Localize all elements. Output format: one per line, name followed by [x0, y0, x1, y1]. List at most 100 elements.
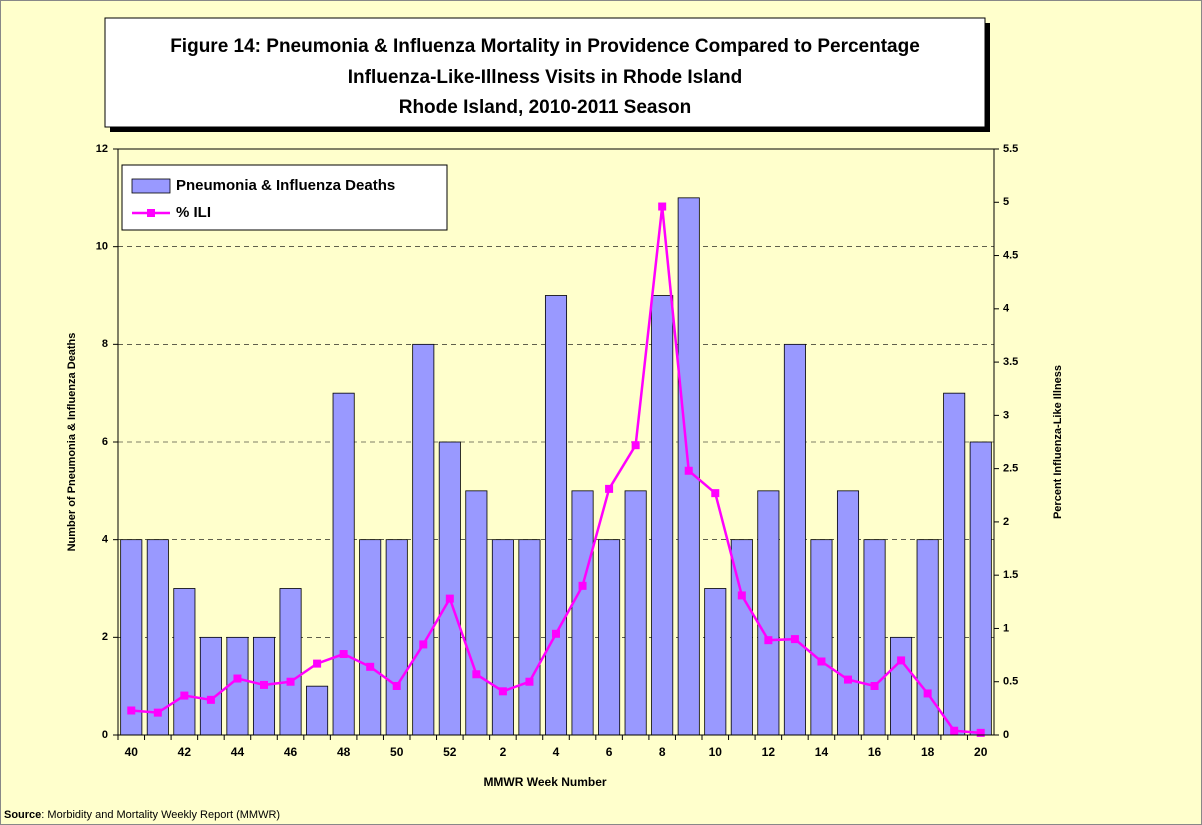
bar — [438, 441, 461, 736]
y2-tick-label: 5 — [1003, 196, 1009, 208]
bar — [544, 295, 568, 736]
x-tick-label: 8 — [659, 745, 666, 759]
y2-tick-label: 4 — [1003, 303, 1010, 315]
marker — [445, 594, 454, 603]
chart-title: Figure 14: Pneumonia & Influenza Mortali… — [170, 36, 920, 57]
bar — [783, 343, 806, 736]
bar — [173, 588, 196, 736]
title-box — [104, 17, 986, 128]
marker — [711, 489, 720, 498]
y2-tick-label: 2.5 — [1003, 463, 1018, 475]
source: Source: Morbidity and Mortality Weekly R… — [4, 809, 280, 821]
marker — [366, 662, 375, 671]
y-tick-label: 2 — [102, 631, 108, 643]
marker — [525, 677, 534, 686]
bar — [491, 539, 514, 736]
bar — [863, 539, 886, 736]
x-tick-label: 50 — [390, 745, 404, 759]
marker — [286, 677, 295, 686]
x-tick-label: 44 — [231, 745, 245, 759]
x-tick-label: 10 — [709, 745, 723, 759]
marker — [206, 695, 215, 704]
bar — [199, 636, 222, 736]
x-tick-label: 2 — [500, 745, 507, 759]
marker — [923, 689, 932, 698]
bar — [943, 392, 966, 736]
plot-border — [117, 148, 995, 736]
legend-marker — [147, 209, 155, 217]
x-tick-label: 48 — [337, 745, 351, 759]
legend-label: % ILI — [176, 204, 211, 221]
bar — [465, 490, 488, 736]
bar — [412, 343, 435, 736]
y2-tick-label: 0.5 — [1003, 676, 1018, 688]
bar — [226, 636, 249, 736]
y2-tick-label: 4.5 — [1003, 249, 1018, 261]
bar — [146, 539, 169, 736]
marker — [817, 657, 826, 666]
bar — [969, 441, 992, 736]
bar — [279, 588, 302, 736]
x-tick-label: 16 — [868, 745, 882, 759]
bar — [598, 539, 621, 736]
marker — [339, 650, 348, 659]
legend-label: Pneumonia & Influenza Deaths — [176, 177, 395, 194]
legend — [121, 164, 448, 231]
y-tick-label: 8 — [102, 338, 108, 350]
x-tick-label: 18 — [921, 745, 935, 759]
marker — [260, 680, 268, 689]
marker — [392, 681, 401, 690]
bar — [704, 588, 727, 736]
marker — [764, 636, 773, 645]
y2-tick-label: 1 — [1003, 622, 1009, 634]
x-tick-label: 6 — [606, 745, 613, 759]
marker — [605, 484, 614, 493]
y2-axis-label: Percent Influenza-Like Illness — [1052, 365, 1064, 519]
y2-tick-label: 5.5 — [1003, 143, 1018, 155]
x-tick-label: 12 — [762, 745, 776, 759]
marker — [897, 656, 906, 665]
y2-tick-label: 0 — [1003, 729, 1009, 741]
bar — [306, 685, 329, 736]
y-tick-label: 12 — [96, 143, 108, 155]
bar — [518, 539, 541, 736]
y2-tick-label: 3.5 — [1003, 356, 1018, 368]
bar — [810, 539, 833, 736]
y2-tick-label: 1.5 — [1003, 569, 1018, 581]
marker — [472, 670, 481, 679]
bar — [651, 295, 674, 736]
chart-title: Influenza-Like-Illness Visits in Rhode I… — [348, 67, 743, 88]
x-tick-label: 40 — [125, 745, 139, 759]
x-tick-label: 52 — [443, 745, 457, 759]
bar — [385, 539, 408, 736]
bar — [120, 539, 143, 736]
chart-title: Rhode Island, 2010-2011 Season — [399, 97, 692, 118]
marker — [233, 674, 242, 683]
marker — [844, 675, 852, 684]
bar — [332, 392, 355, 736]
marker — [180, 691, 189, 700]
x-axis-label: MMWR Week Number — [483, 775, 606, 789]
y-tick-label: 4 — [102, 534, 109, 546]
y-tick-label: 0 — [102, 729, 108, 741]
marker — [631, 441, 640, 450]
x-tick-label: 4 — [553, 745, 560, 759]
marker — [684, 466, 693, 475]
source-label: Source — [4, 809, 41, 821]
marker — [976, 728, 985, 737]
marker — [658, 202, 667, 211]
marker — [552, 629, 560, 638]
x-tick-label: 20 — [974, 745, 988, 759]
y-tick-label: 6 — [102, 436, 108, 448]
bar — [890, 636, 913, 736]
x-tick-label: 14 — [815, 745, 829, 759]
bar — [836, 490, 860, 736]
source-text: : Morbidity and Mortality Weekly Report … — [41, 809, 280, 821]
marker — [737, 591, 746, 600]
marker — [950, 726, 959, 735]
y2-tick-label: 3 — [1003, 409, 1009, 421]
bar — [571, 490, 594, 736]
marker — [419, 640, 428, 649]
marker — [313, 659, 322, 668]
